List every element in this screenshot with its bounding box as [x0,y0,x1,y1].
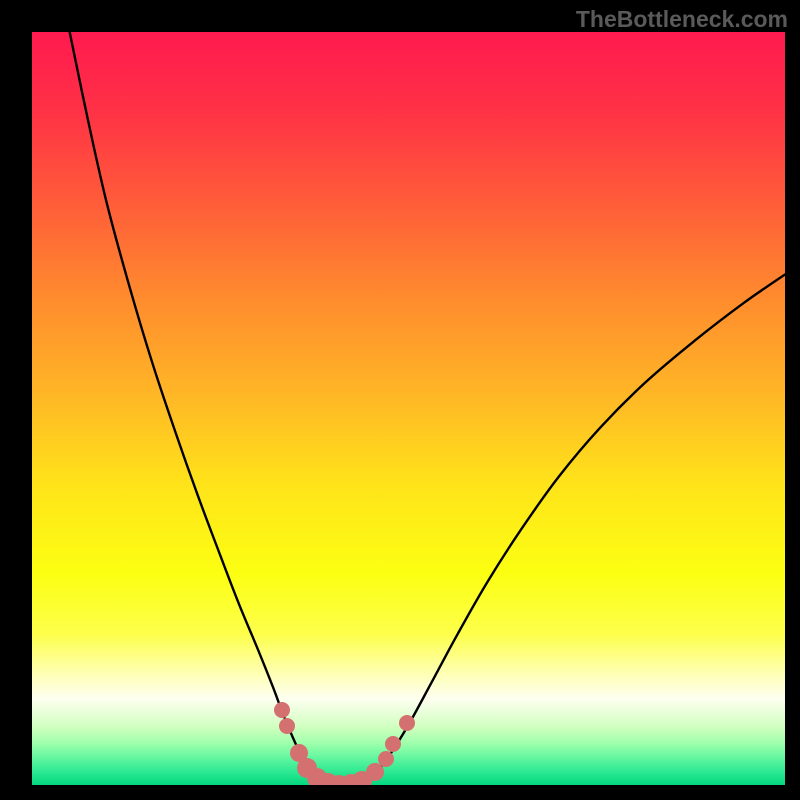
plot-area [32,32,785,785]
data-marker [385,736,401,752]
data-marker [378,751,394,767]
data-marker [274,702,290,718]
watermark-text: TheBottleneck.com [576,6,788,33]
data-marker [399,715,415,731]
data-marker [366,763,384,781]
markers-layer [32,32,785,785]
chart-canvas: TheBottleneck.com [0,0,800,800]
data-marker [279,718,295,734]
